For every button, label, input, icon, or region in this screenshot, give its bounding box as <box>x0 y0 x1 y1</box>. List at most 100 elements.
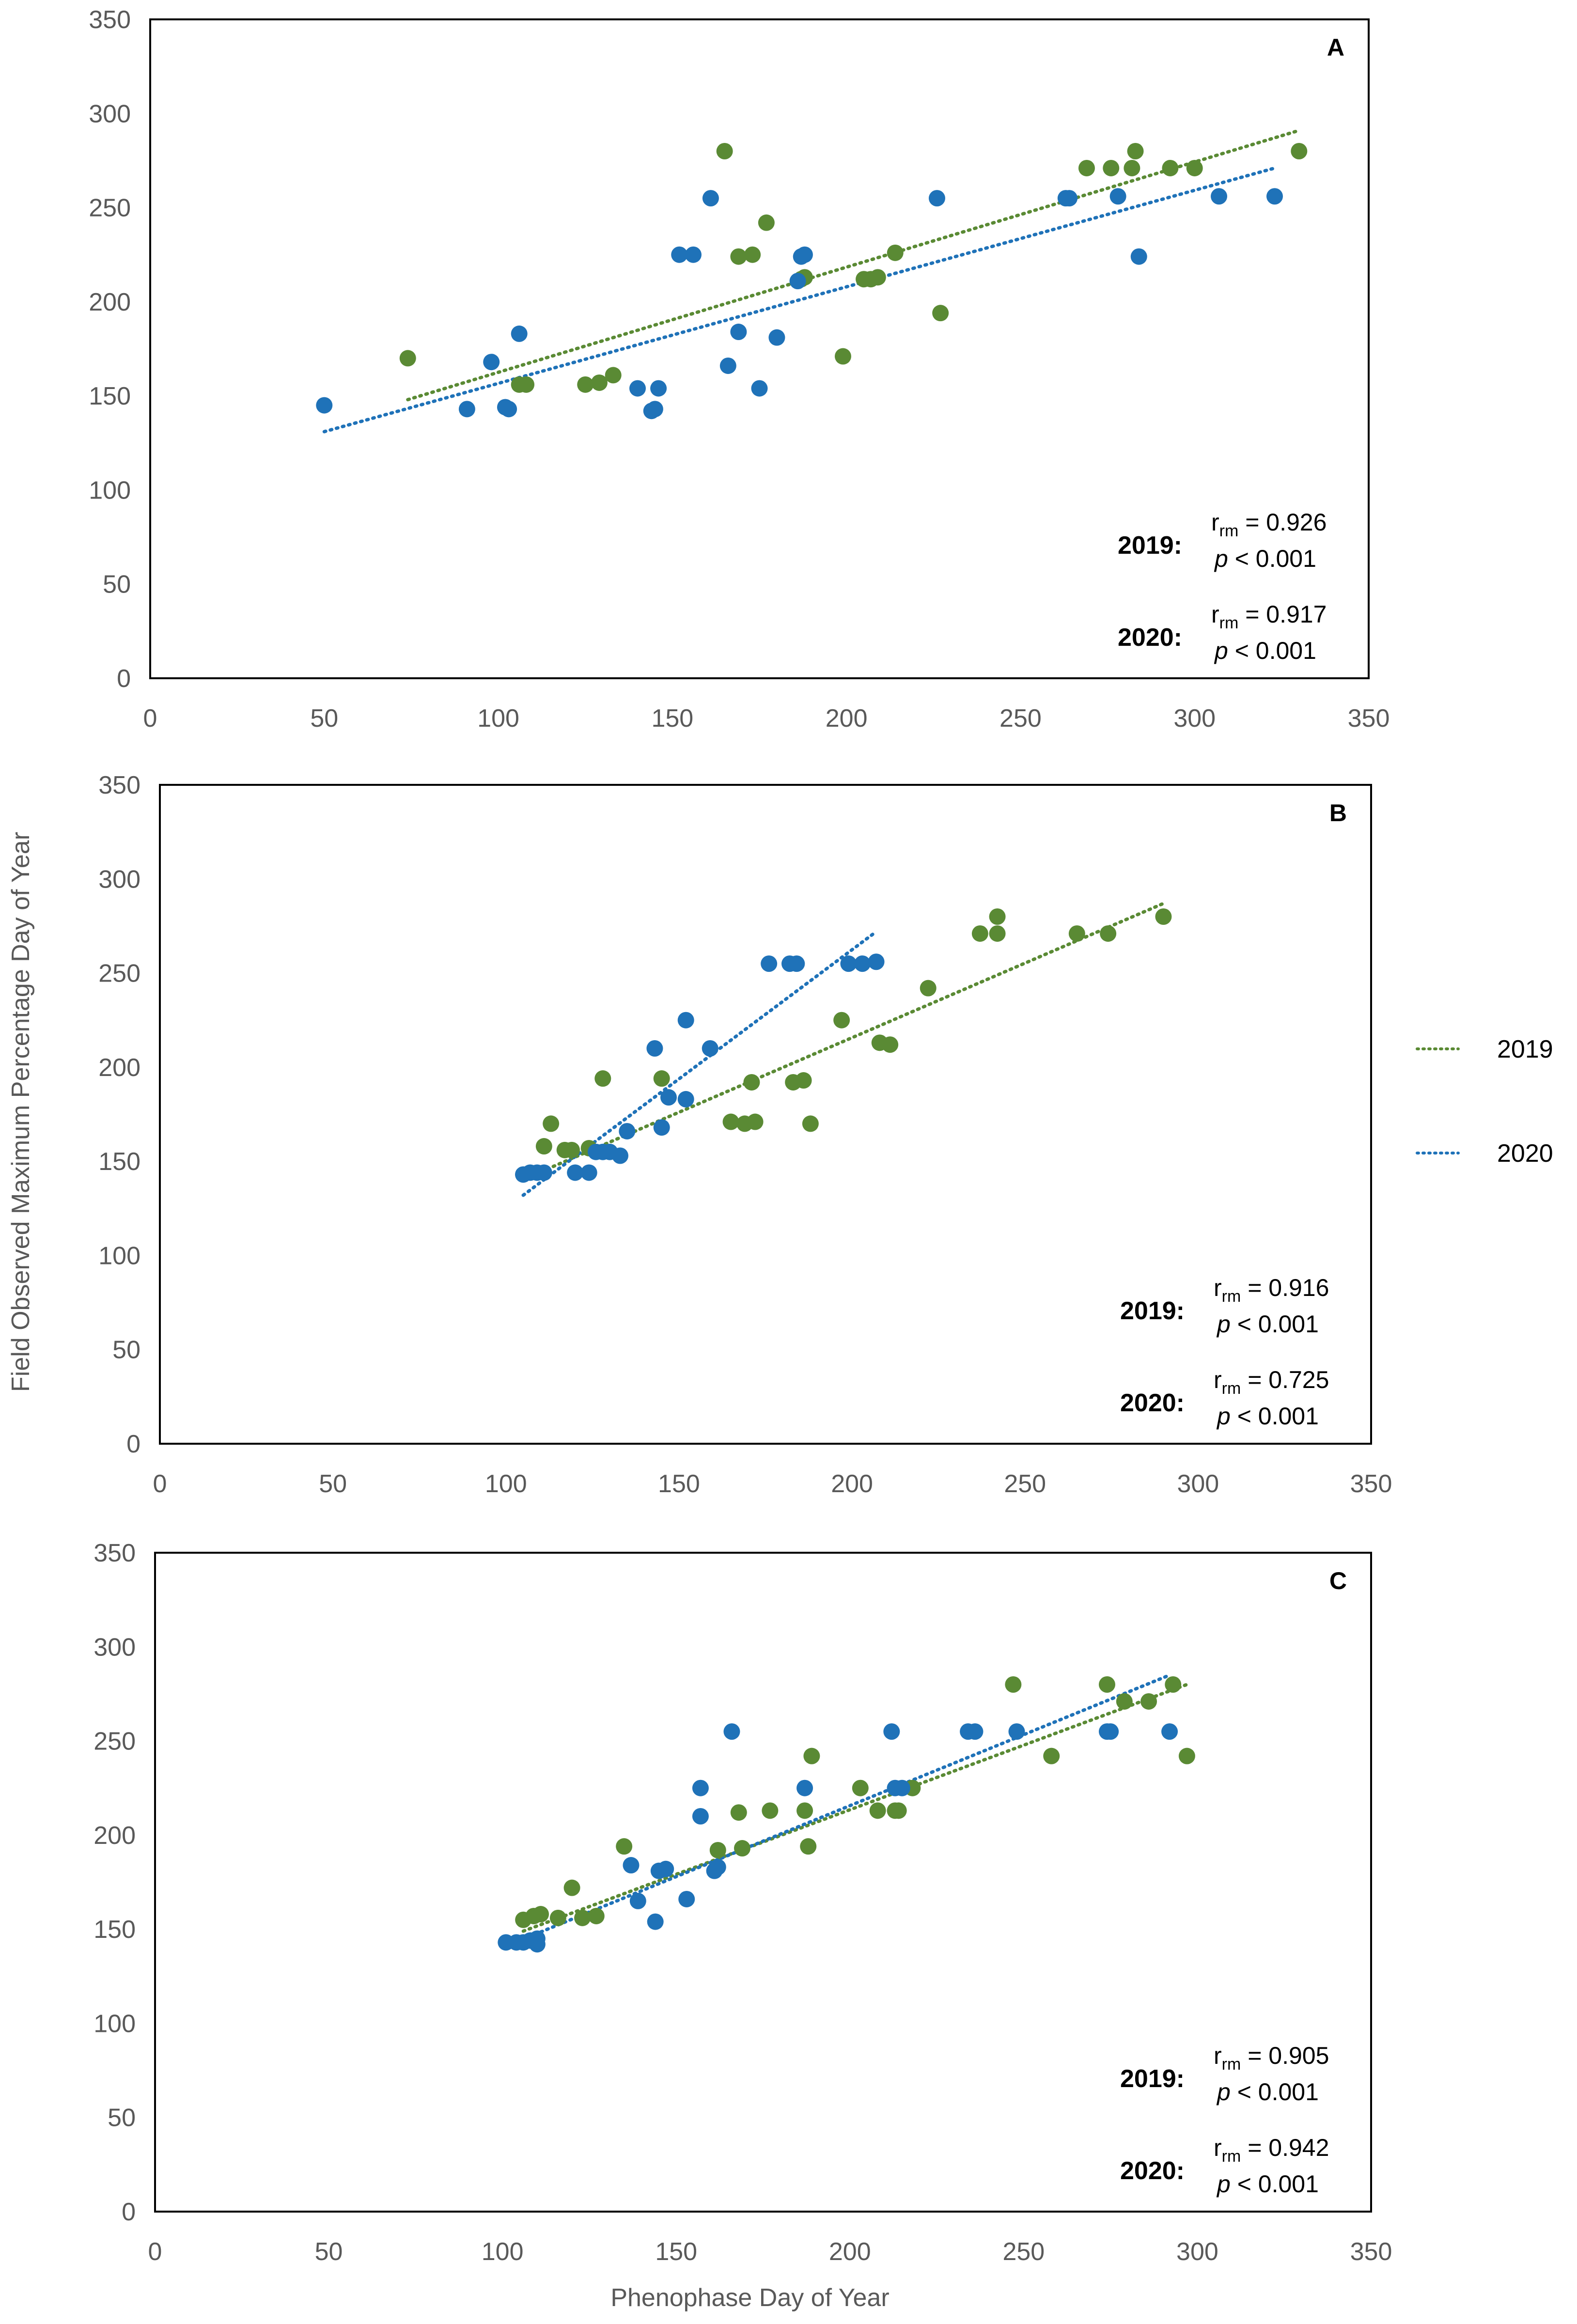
point-2020 <box>692 1808 709 1825</box>
point-2020 <box>1109 188 1126 205</box>
plot-frame-b <box>159 784 1372 1445</box>
y-tick-label: 350 <box>89 6 131 34</box>
point-2019 <box>1127 143 1144 159</box>
point-2019 <box>543 1115 560 1132</box>
point-2020 <box>1102 1723 1119 1740</box>
x-tick-label: 100 <box>485 1470 527 1498</box>
point-2019 <box>1098 1676 1115 1693</box>
point-2019 <box>1162 159 1179 176</box>
point-2019 <box>1155 908 1172 925</box>
point-2020 <box>730 324 747 341</box>
panel-label: C <box>1329 1567 1347 1594</box>
y-tick-label: 0 <box>117 665 131 693</box>
plot-frame-a <box>149 18 1370 679</box>
point-2019 <box>577 376 594 393</box>
point-2019 <box>1291 143 1308 159</box>
point-2019 <box>588 1907 605 1924</box>
trendline-2019 <box>521 1683 1189 1933</box>
point-2020 <box>657 1860 674 1877</box>
point-2019 <box>989 908 1006 925</box>
x-tick-label: 250 <box>999 704 1042 733</box>
x-tick-label: 250 <box>1002 2238 1045 2266</box>
x-tick-label: 150 <box>651 704 693 733</box>
point-2019 <box>869 1802 886 1819</box>
x-tick-label: 50 <box>310 704 338 733</box>
y-tick-label: 200 <box>89 288 131 316</box>
point-2019 <box>399 350 416 367</box>
point-2019 <box>616 1838 633 1855</box>
stat-year-label: 2019: <box>1120 1297 1185 1325</box>
x-tick-label: 200 <box>826 704 868 733</box>
legend-label-2020: 2020 <box>1497 1139 1553 1168</box>
stat-p-value: p < 0.001 <box>1216 1403 1319 1430</box>
y-tick-label: 200 <box>94 1822 136 1850</box>
stat-r-value: rrm = 0.916 <box>1214 1274 1329 1306</box>
point-2020 <box>1061 190 1078 207</box>
point-2019 <box>1078 159 1095 176</box>
stat-r-value: rrm = 0.725 <box>1214 1366 1329 1398</box>
y-tick-label: 0 <box>122 2198 136 2226</box>
stat-p-value: p < 0.001 <box>1216 2170 1319 2198</box>
point-2019 <box>730 1804 747 1821</box>
trendline-2020 <box>322 166 1277 434</box>
point-2020 <box>967 1723 984 1740</box>
x-tick-label: 350 <box>1350 1470 1392 1498</box>
panels: 0 50 100 150 200 250 300 350 0 50 100 150 200 250 300 3… <box>89 6 1392 2266</box>
point-2019 <box>1116 1693 1133 1710</box>
point-2020 <box>646 401 663 418</box>
x-tick-label: 0 <box>143 704 157 733</box>
stat-year-label: 2020: <box>1118 624 1182 652</box>
x-tick-label: 200 <box>829 2238 871 2266</box>
point-2020 <box>796 1779 813 1796</box>
point-2020 <box>653 1119 670 1136</box>
y-tick-label: 50 <box>108 2104 136 2132</box>
panel-label: B <box>1329 799 1347 827</box>
x-tick-label: 200 <box>831 1470 873 1498</box>
trendline-2020 <box>504 1673 1171 1948</box>
point-2019 <box>803 1747 820 1764</box>
y-tick-label: 100 <box>94 2010 136 2038</box>
point-2020 <box>567 1164 584 1181</box>
point-2019 <box>730 248 747 265</box>
point-2019 <box>716 143 733 159</box>
y-tick-label: 150 <box>94 1916 136 1944</box>
point-2019 <box>563 1879 580 1896</box>
point-2019 <box>796 1802 813 1819</box>
point-2019 <box>833 1012 850 1029</box>
point-2019 <box>932 305 949 322</box>
point-2020 <box>709 1858 726 1875</box>
point-2019 <box>802 1115 819 1132</box>
point-2020 <box>458 401 475 418</box>
stat-year-label: 2020: <box>1120 1389 1185 1417</box>
point-2020 <box>768 329 785 346</box>
x-tick-label: 100 <box>482 2238 524 2266</box>
x-tick-label: 300 <box>1173 704 1216 733</box>
point-2019 <box>1186 159 1203 176</box>
x-tick-label: 350 <box>1350 2238 1392 2266</box>
point-2019 <box>744 246 761 263</box>
point-2020 <box>751 380 768 397</box>
point-2019 <box>532 1906 549 1923</box>
x-tick-label: 0 <box>153 1470 167 1498</box>
point-2019 <box>1103 159 1120 176</box>
point-2019 <box>795 1072 812 1089</box>
point-2019 <box>834 348 851 365</box>
point-2020 <box>702 190 719 207</box>
point-2020 <box>789 273 806 290</box>
point-2020 <box>796 246 813 263</box>
y-tick-label: 0 <box>126 1430 141 1458</box>
point-2020 <box>316 397 333 414</box>
x-tick-label: 50 <box>315 2238 343 2266</box>
point-2020 <box>1211 188 1228 205</box>
point-2020 <box>928 190 945 207</box>
point-2019 <box>563 1141 580 1158</box>
point-2019 <box>1124 159 1140 176</box>
point-2019 <box>709 1841 726 1858</box>
point-2020 <box>483 354 500 371</box>
point-2020 <box>650 380 667 397</box>
point-2019 <box>762 1802 779 1819</box>
trendline-2019 <box>406 128 1301 402</box>
point-2019 <box>518 376 535 393</box>
x-tick-label: 150 <box>658 1470 700 1498</box>
